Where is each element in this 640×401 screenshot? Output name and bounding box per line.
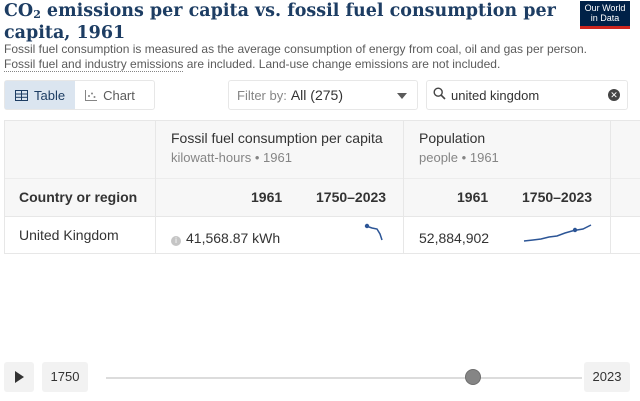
col-population-subtitle: people • 1961 [419,150,499,165]
info-icon[interactable]: i [171,236,181,246]
chart-title: CO2 emissions per capita vs. fossil fuel… [4,1,556,43]
play-icon[interactable] [4,362,34,392]
fossil-value-cell: i 41,568.87 kWh [171,230,280,246]
col-fossil-title: Fossil fuel consumption per capita [171,130,383,146]
data-table: Fossil fuel consumption per capita kilow… [4,120,640,254]
fossil-sparkline [364,223,383,241]
view-tabs: Table Chart [4,80,155,110]
caret-down-icon [397,93,407,99]
timeline-handle[interactable] [464,369,481,385]
timeline: 1750 2023 [4,362,636,394]
subtitle-link[interactable]: Fossil fuel and industry emissions [4,56,184,72]
timeline-end-year[interactable]: 2023 [584,362,630,392]
clear-icon[interactable]: ✕ [608,89,620,101]
col-population-title: Population [419,130,486,146]
filter-label: Filter by: [237,87,287,103]
table-icon [15,89,28,101]
filter-dropdown[interactable]: Filter by: All (275) [228,80,418,110]
filter-value: All (275) [290,87,343,103]
tab-chart-label: Chart [103,87,135,103]
col-population-year-header[interactable]: 1961 [457,189,489,205]
col-population-range-header[interactable]: 1750–2023 [522,189,593,205]
tab-chart[interactable]: Chart [75,81,145,109]
owid-logo[interactable]: Our World in Data [580,1,630,29]
search-icon [433,87,446,103]
search-input[interactable]: united kingdom ✕ [426,80,628,110]
timeline-track[interactable] [106,377,582,379]
col-fossil-range-header[interactable]: 1750–2023 [316,189,387,205]
tab-table-label: Table [34,87,66,103]
search-query: united kingdom [451,87,540,103]
population-value-cell: 52,884,902 [419,230,490,246]
chart-subtitle: Fossil fuel consumption is measured as t… [4,42,587,72]
table-header-bg [4,120,640,216]
col-fossil-year-header[interactable]: 1961 [251,189,283,205]
population-sparkline [523,224,592,242]
row-country-name: United Kingdom [19,227,119,243]
row-header-country[interactable]: Country or region [19,189,138,205]
timeline-start-year[interactable]: 1750 [42,362,88,392]
col-fossil-subtitle: kilowatt-hours • 1961 [171,150,292,165]
tab-table[interactable]: Table [5,81,76,109]
chart-icon [85,89,98,101]
